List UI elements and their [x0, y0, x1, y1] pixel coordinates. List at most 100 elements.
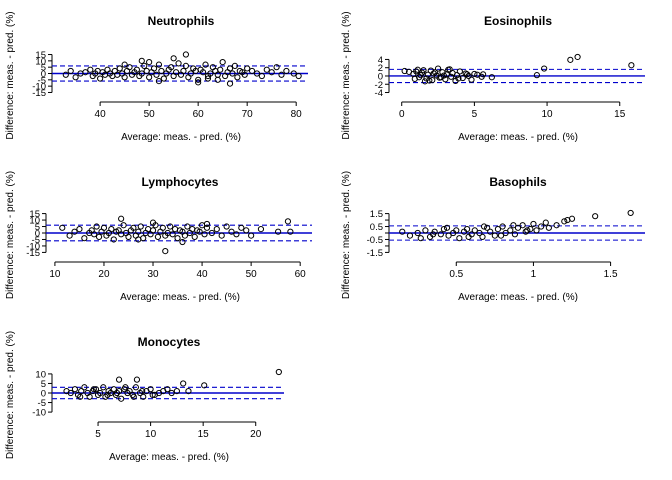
data-point — [115, 376, 123, 383]
y-tick-label: -10 — [26, 241, 40, 252]
data-point — [480, 71, 487, 78]
data-point — [471, 70, 478, 78]
data-point — [189, 226, 196, 233]
data-point — [110, 236, 117, 243]
y-tick-label: -4 — [375, 88, 383, 99]
data-point — [459, 74, 466, 82]
y-axis: -1.5 -0.5 0.5 1.5 — [367, 209, 390, 259]
data-point — [199, 69, 207, 76]
panel-title: Neutrophils — [148, 14, 215, 28]
data-point — [209, 64, 216, 71]
y-tick-label: -5 — [38, 398, 46, 409]
data-point — [97, 75, 104, 82]
x-tick-label: 50 — [144, 109, 156, 120]
data-point — [420, 67, 427, 74]
data-point — [219, 59, 226, 66]
data-point — [59, 224, 66, 231]
y-tick-label: -10 — [32, 82, 46, 93]
data-point — [146, 59, 153, 66]
data-point — [287, 228, 294, 235]
x-tick-label: 40 — [197, 269, 209, 280]
x-axis-title: Average: meas. - pred. (%) — [121, 132, 241, 143]
y-tick-label: -5 — [38, 75, 46, 86]
x-axis: 0.5 1 1.5 — [449, 261, 618, 280]
data-point — [67, 67, 74, 75]
data-point — [149, 391, 156, 399]
data-point — [494, 226, 502, 233]
data-point — [464, 71, 471, 78]
data-point — [440, 226, 448, 233]
x-tick-label: 0 — [399, 109, 405, 120]
data-point — [147, 386, 154, 393]
y-tick-label: 10 — [29, 216, 40, 227]
data-point — [207, 70, 214, 77]
data-point — [497, 232, 505, 239]
data-point — [213, 226, 220, 233]
data-point — [241, 71, 248, 78]
data-point — [275, 368, 282, 376]
panel-basophils: Basophils 0.5 1 1.5 -1.5 -0.5 0.5 1.5 Average: m… — [341, 171, 645, 303]
data-point — [514, 224, 522, 231]
data-point — [248, 67, 256, 75]
data-point — [191, 233, 198, 240]
data-point — [202, 61, 209, 68]
y-tick-label: 0 — [378, 71, 383, 82]
y-axis-title: Difference: meas. - pred. (%) — [5, 331, 16, 459]
data-point — [143, 67, 150, 75]
x-tick-label: 50 — [246, 269, 258, 280]
data-point — [118, 215, 125, 222]
x-axis: 5 10 15 20 — [95, 421, 262, 440]
data-point — [417, 235, 424, 242]
data-point — [138, 57, 145, 64]
data-point — [116, 65, 123, 72]
data-point — [87, 66, 94, 73]
y-axis-title: Difference: meas. - pred. (%) — [5, 11, 16, 139]
data-point — [480, 223, 488, 230]
y-tick-label: -0.5 — [367, 235, 383, 246]
y-tick-label: 1.5 — [370, 209, 383, 220]
data-point — [146, 74, 153, 81]
data-point — [182, 51, 190, 58]
data-point — [258, 72, 265, 80]
data-point — [401, 67, 408, 75]
data-point — [150, 65, 158, 72]
data-point — [463, 226, 471, 233]
data-point — [121, 74, 128, 81]
data-point — [154, 233, 162, 240]
data-point — [278, 71, 285, 78]
data-point — [179, 238, 186, 246]
data-point — [499, 223, 506, 230]
data-point — [479, 233, 486, 240]
x-tick-label: 0.5 — [449, 269, 463, 280]
y-tick-label: 0.5 — [370, 222, 383, 233]
data-point — [541, 65, 548, 72]
data-point — [411, 75, 418, 82]
data-point — [222, 72, 229, 80]
data-point — [185, 74, 192, 81]
y-tick-label: 15 — [29, 209, 40, 220]
data-point — [443, 224, 451, 231]
data-point — [172, 69, 180, 76]
data-point — [628, 62, 635, 69]
x-tick-label: 1 — [531, 269, 537, 280]
data-point — [72, 74, 79, 81]
data-point — [468, 76, 475, 83]
x-tick-label: 10 — [542, 109, 554, 120]
data-point — [465, 72, 472, 80]
data-point — [81, 384, 88, 391]
x-tick-label: 60 — [193, 109, 205, 120]
y-tick-label: -10 — [32, 408, 46, 419]
data-point — [414, 66, 421, 73]
data-point — [445, 232, 452, 239]
data-point — [448, 73, 455, 80]
point-series — [63, 368, 282, 402]
data-point — [453, 72, 461, 79]
data-point — [275, 228, 282, 235]
data-point — [542, 219, 549, 226]
y-tick-label: -15 — [26, 248, 40, 259]
data-point — [426, 77, 433, 84]
data-point — [113, 389, 121, 397]
